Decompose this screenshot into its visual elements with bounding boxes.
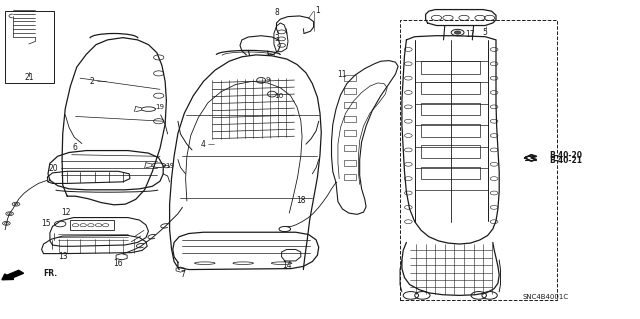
Text: 14: 14: [282, 261, 292, 270]
Bar: [344, 174, 356, 180]
Text: 21: 21: [25, 73, 34, 82]
Text: 18: 18: [296, 196, 305, 205]
Bar: [344, 145, 356, 151]
Text: SNC4B4001C: SNC4B4001C: [522, 294, 568, 300]
Text: 19: 19: [156, 104, 164, 110]
Text: 5: 5: [483, 28, 488, 37]
Text: B-40-20: B-40-20: [549, 151, 582, 160]
Bar: [421, 167, 480, 179]
Text: 13: 13: [58, 252, 68, 261]
Bar: [421, 82, 480, 94]
Bar: [421, 103, 480, 115]
Text: 4: 4: [201, 140, 206, 149]
Bar: [421, 145, 480, 158]
Bar: [344, 116, 356, 122]
FancyArrow shape: [2, 270, 24, 280]
Text: 10: 10: [275, 93, 284, 99]
Text: 6: 6: [72, 143, 77, 152]
Text: 20: 20: [48, 164, 58, 173]
Text: 19: 19: [165, 163, 174, 169]
Text: 11: 11: [338, 70, 347, 78]
Text: FR.: FR.: [44, 269, 58, 278]
Text: 2: 2: [89, 77, 94, 86]
Text: 1: 1: [315, 6, 320, 15]
Text: 12: 12: [61, 208, 70, 217]
Text: 9: 9: [265, 78, 270, 83]
Circle shape: [454, 31, 461, 34]
Text: 8: 8: [274, 8, 279, 17]
Bar: [5, 11, 54, 83]
Text: 16: 16: [113, 259, 124, 268]
Text: B-40-21: B-40-21: [549, 156, 582, 165]
Bar: [400, 20, 557, 300]
Text: 17: 17: [465, 30, 476, 39]
Bar: [344, 102, 356, 108]
Polygon shape: [525, 155, 536, 161]
Bar: [421, 61, 480, 74]
Bar: [70, 220, 114, 230]
Bar: [344, 130, 356, 136]
Text: 15: 15: [41, 219, 51, 228]
Bar: [344, 75, 356, 81]
Text: 3: 3: [274, 34, 279, 43]
Bar: [344, 160, 356, 166]
Bar: [344, 88, 356, 94]
Bar: [421, 124, 480, 137]
Text: 7: 7: [180, 271, 185, 279]
